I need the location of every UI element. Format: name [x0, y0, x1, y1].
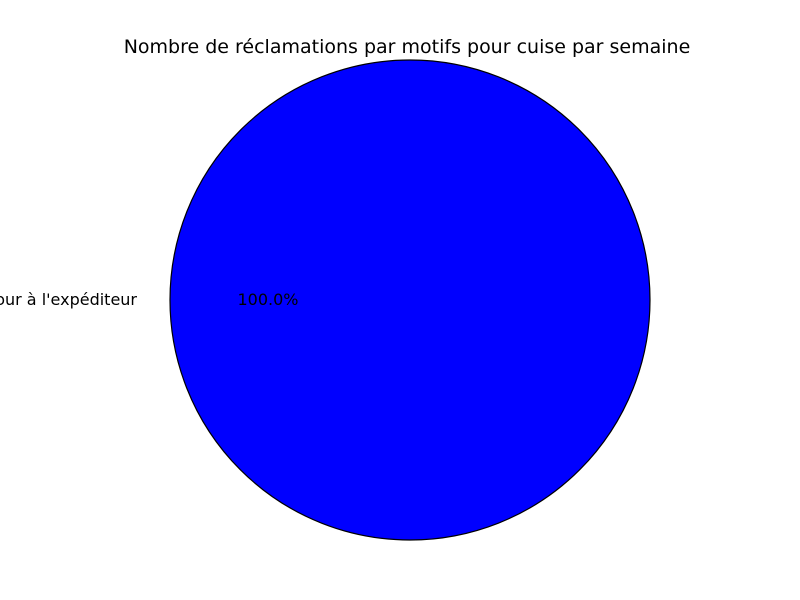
- pie-slice-label-0: Retour à l'expéditeur: [0, 290, 137, 309]
- pie-slices: [169, 59, 651, 541]
- chart-title: Nombre de réclamations par motifs pour c…: [124, 36, 691, 58]
- pie-slice-0: [169, 59, 651, 541]
- pie-labels: Retour à l'expéditeur 100.0%: [0, 290, 299, 309]
- pie-slice-percent-0: 100.0%: [237, 290, 298, 309]
